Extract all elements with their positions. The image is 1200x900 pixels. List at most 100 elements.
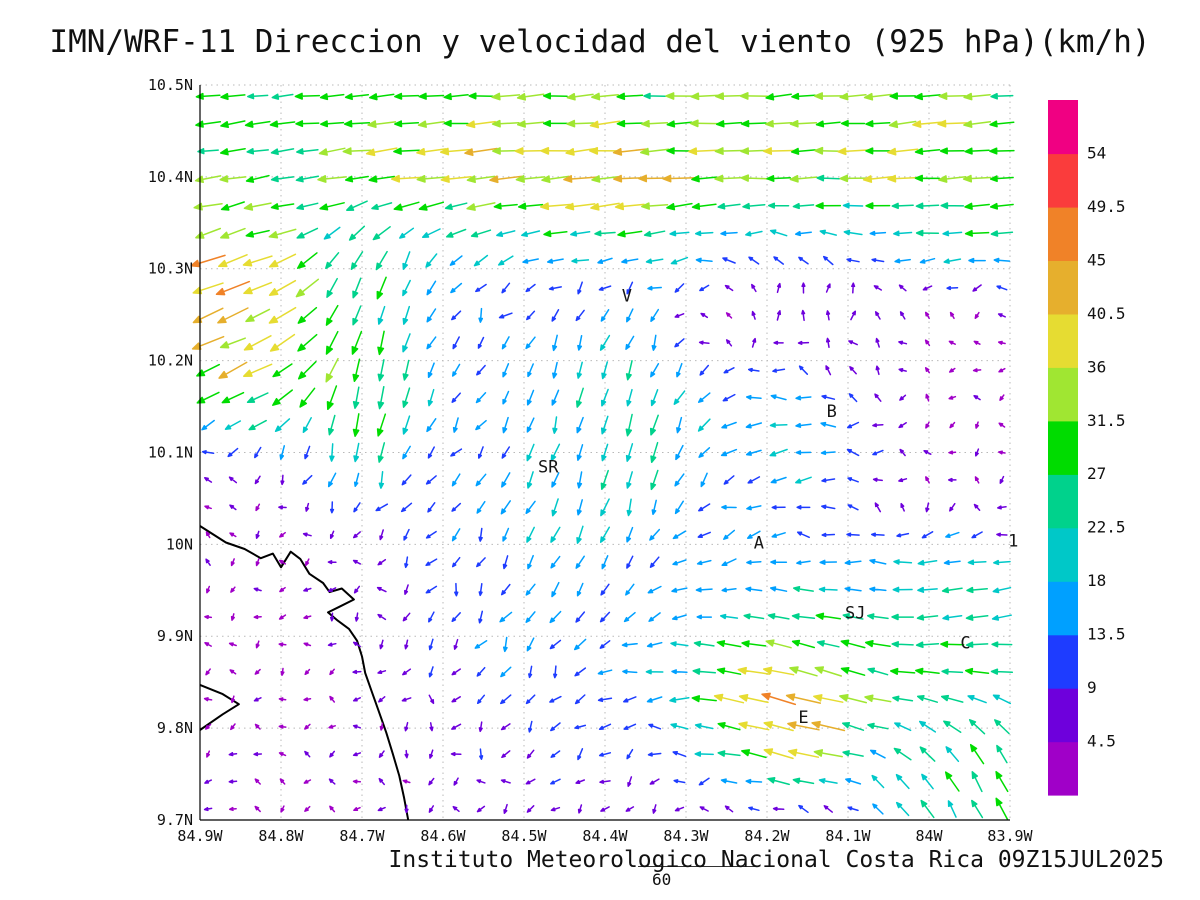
wind-arrow [823, 805, 833, 813]
wind-arrow [254, 778, 261, 785]
wind-arrow [974, 311, 980, 319]
wind-arrow [353, 806, 361, 812]
wind-arrow [220, 227, 246, 239]
wind-arrow [270, 148, 295, 156]
wind-arrow [791, 639, 816, 649]
wind-arrow [964, 667, 990, 675]
wind-arrow [418, 92, 445, 100]
wind-arrow [296, 227, 319, 239]
wind-arrow [369, 93, 395, 101]
wind-arrow [451, 696, 461, 703]
wind-arrow [745, 586, 763, 592]
wind-arrow [942, 614, 963, 621]
wind-arrow [528, 720, 533, 733]
wind-arrow [218, 361, 248, 379]
wind-arrow [476, 364, 486, 376]
wind-arrow [990, 230, 1014, 237]
wind-arrow [999, 394, 1005, 401]
wind-arrow [268, 228, 297, 239]
wind-arrow [700, 472, 708, 488]
wind-arrow [528, 665, 533, 679]
wind-arrow [219, 337, 246, 349]
wind-arrow [670, 256, 689, 265]
wind-arrow [418, 201, 445, 211]
wind-arrow [649, 556, 660, 568]
wind-arrow [224, 420, 242, 430]
wind-arrow [921, 773, 934, 790]
wind-arrow [769, 422, 788, 428]
wind-arrow [491, 92, 521, 101]
wind-arrow [865, 147, 891, 155]
wind-arrow [914, 174, 941, 182]
wind-arrow [295, 278, 320, 298]
wind-arrow [325, 330, 339, 355]
wind-arrow [724, 284, 734, 292]
wind-arrow [303, 697, 312, 702]
wind-arrow [974, 448, 980, 457]
wind-arrow [995, 797, 1009, 821]
wind-arrow [390, 174, 423, 183]
wind-arrow [916, 694, 939, 703]
wind-arrow [375, 503, 389, 512]
colorbar-segment [1048, 688, 1078, 743]
wind-arrow [627, 776, 633, 787]
wind-arrow [846, 421, 860, 429]
colorbar-label: 13.5 [1087, 625, 1126, 644]
wind-arrow [278, 614, 287, 620]
wind-arrow [206, 750, 211, 758]
wind-arrow [626, 281, 634, 295]
lat-tick-label: 9.7N [157, 811, 193, 829]
wind-arrow [991, 641, 1013, 648]
wind-arrow [740, 174, 768, 182]
station-label-C: C [960, 634, 970, 654]
wind-arrow [840, 119, 866, 127]
wind-arrow [325, 357, 339, 383]
wind-arrow [302, 474, 313, 485]
wind-arrow [846, 532, 860, 537]
wind-arrow [475, 283, 487, 293]
wind-arrow [402, 779, 411, 784]
wind-arrow [563, 175, 598, 183]
wind-arrow [476, 694, 486, 705]
wind-arrow [792, 202, 815, 210]
wind-arrow [720, 448, 738, 457]
wind-arrow [740, 147, 768, 155]
wind-arrows-layer [190, 92, 1015, 821]
wind-arrow [874, 311, 881, 320]
wind-arrow [875, 337, 880, 348]
wind-arrow [500, 500, 511, 515]
wind-arrow [499, 611, 513, 623]
wind-arrow [206, 585, 211, 594]
wind-arrow [245, 174, 270, 183]
wind-arrow [573, 638, 587, 651]
wind-arrow [814, 666, 843, 677]
wind-arrow [453, 638, 459, 650]
wind-arrow [767, 613, 790, 620]
wind-arrow [869, 586, 887, 592]
wind-arrow [697, 418, 711, 432]
wind-arrow [404, 584, 409, 595]
wind-arrow [761, 692, 797, 706]
wind-arrow [428, 638, 434, 651]
wind-arrow [920, 799, 935, 819]
wind-arrow [891, 202, 914, 210]
wind-arrow [501, 282, 511, 294]
wind-arrow [215, 280, 251, 296]
wind-arrow [995, 770, 1009, 793]
wind-arrow [428, 666, 434, 678]
wind-arrow [713, 693, 745, 704]
wind-arrow [352, 641, 361, 648]
wind-arrow [416, 174, 447, 183]
wind-arrow [887, 147, 919, 156]
wind-arrow [377, 670, 387, 675]
wind-arrow [645, 258, 664, 264]
wind-arrow [925, 476, 930, 484]
colorbar-segment [1048, 367, 1078, 422]
wind-arrow [748, 806, 760, 812]
wind-arrow [475, 419, 487, 431]
colorbar-label: 40.5 [1087, 304, 1126, 323]
wind-arrow [377, 305, 386, 325]
wind-arrow [243, 363, 273, 377]
wind-arrow [502, 527, 510, 542]
wind-arrow [721, 504, 737, 510]
